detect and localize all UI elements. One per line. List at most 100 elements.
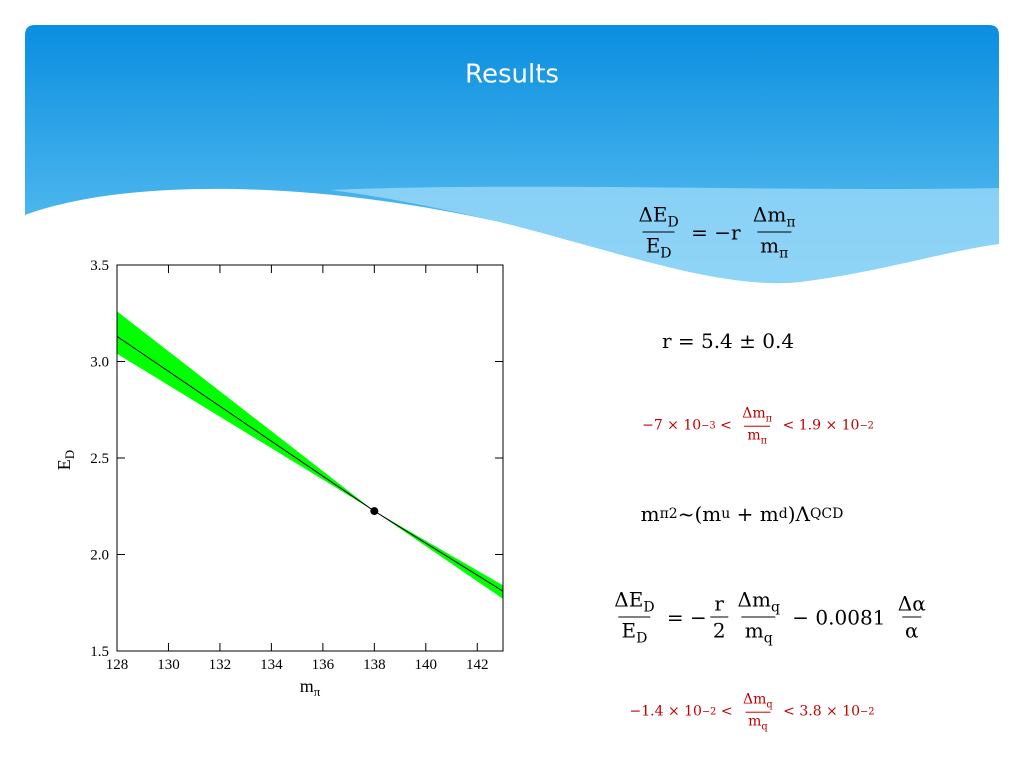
x-tick-label: 134 [260, 657, 283, 673]
x-tick-label: 136 [312, 657, 335, 673]
math-text: + m [730, 502, 779, 526]
math-sub: π [765, 413, 773, 425]
data-point [370, 507, 379, 516]
math-sub: π [760, 435, 768, 447]
math-text: E [621, 618, 637, 643]
denominator: ED [618, 616, 651, 647]
math-sup: −2 [701, 706, 717, 718]
math-sub: q [766, 699, 773, 711]
math-text: Δm [737, 587, 771, 612]
denominator: α [901, 616, 922, 643]
math-text: Δm [742, 405, 766, 422]
math-text: ΔE [614, 587, 644, 612]
math-text: E [645, 233, 661, 258]
math-sub: D [667, 214, 679, 231]
y-tick-label: 1.5 [90, 644, 109, 660]
math-text: r = 5.4 ± 0.4 [661, 329, 795, 353]
numerator: r [711, 592, 727, 617]
math-text: )Λ [787, 502, 810, 526]
equation: ΔED ED = − r 2 Δmq mq − 0.0081 Δα α [608, 588, 931, 647]
equation: ΔED ED = −r Δmπ mπ [632, 203, 801, 262]
equation: m π 2 ~(m u + m d)Λ QCD [641, 502, 844, 526]
math-text: r [714, 591, 724, 616]
math-text: Δm [752, 202, 787, 227]
math-text: ~(m [677, 502, 722, 526]
error-band [117, 311, 503, 599]
math-text: < [715, 418, 737, 434]
fraction: ΔED ED [611, 588, 657, 647]
x-tick-label: 138 [363, 657, 386, 673]
math-text: ΔE [638, 202, 668, 227]
math-sub: D [660, 245, 672, 262]
math-sub: π [779, 245, 789, 262]
denominator: mq [745, 711, 771, 733]
fraction: Δα α [895, 592, 929, 643]
y-tick-label: 3.0 [90, 355, 109, 371]
math-sub: q [763, 630, 773, 647]
math-sup: −2 [859, 420, 874, 432]
y-axis-label: ED [54, 450, 77, 470]
x-tick-label: 140 [415, 657, 438, 673]
x-axis-label: mπ [300, 676, 321, 699]
math-text: m [640, 502, 660, 526]
math-sub: q [761, 721, 768, 733]
fraction: Δmq mq [735, 588, 783, 647]
math-text: 2 [712, 618, 726, 643]
chart: 128 130 132 134 136 138 140 142 1.5 2.0 2.5 3.0 3.5 m… [54, 258, 504, 699]
math-text: α [904, 618, 919, 643]
math-text: −1.4 × 10 [629, 704, 702, 720]
math-text: m [747, 427, 761, 444]
header-ribbon [330, 186, 999, 284]
y-tick-label: 3.5 [90, 258, 109, 274]
denominator: mq [741, 616, 776, 647]
math-text: m [760, 233, 780, 258]
x-tick-label: 132 [209, 657, 232, 673]
fraction: Δmq mq [740, 692, 776, 733]
numerator: Δmπ [750, 203, 799, 232]
math-text: − 0.0081 [785, 605, 892, 629]
math-text: m [748, 713, 762, 730]
denominator: 2 [709, 616, 729, 643]
math-sup: −2 [860, 706, 875, 718]
fraction: Δmπ mπ [739, 406, 775, 447]
numerator: ΔED [635, 203, 681, 232]
plot-frame [116, 264, 504, 652]
equation: −7 × 10 −3 < Δmπ mπ < 1.9 × 10 −2 [642, 406, 874, 447]
numerator: Δmπ [739, 406, 775, 426]
math-text: < 1.9 × 10 [778, 418, 860, 434]
math-sub: d [778, 506, 788, 522]
equation: −1.4 × 10 −2 < Δmq mq < 3.8 × 10 −2 [629, 692, 874, 733]
math-sub: D [643, 599, 655, 616]
numerator: Δmq [735, 588, 783, 617]
equation: r = 5.4 ± 0.4 [662, 329, 794, 353]
math-sub: q [770, 599, 780, 616]
x-axis-label-sub: π [314, 684, 321, 699]
x-axis-label-base: m [300, 676, 314, 696]
math-sup: −3 [701, 420, 716, 432]
y-axis-label-base: E [54, 459, 74, 470]
denominator: mπ [744, 425, 771, 447]
math-text: m [744, 618, 764, 643]
slide-title: Results [465, 60, 559, 90]
math-text: < 3.8 × 10 [778, 704, 861, 720]
math-text: Δm [743, 691, 767, 708]
math-sub: π [659, 506, 669, 522]
math-sub: D [636, 630, 648, 647]
math-text: = −r [684, 220, 747, 244]
math-sub: π [786, 214, 796, 231]
numerator: Δα [895, 592, 929, 617]
x-tick-label: 142 [466, 657, 489, 673]
denominator: ED [642, 231, 675, 262]
y-axis-label-sub: D [62, 450, 77, 459]
math-text: = − [660, 605, 707, 629]
math-text: Δα [897, 591, 926, 616]
x-tick-label: 130 [157, 657, 180, 673]
fraction: Δmπ mπ [750, 203, 799, 262]
math-text: < [716, 704, 738, 720]
denominator: mπ [757, 231, 792, 262]
math-sub: QCD [809, 506, 844, 522]
x-tick-label: 128 [106, 657, 129, 673]
math-sup: 2 [668, 506, 678, 522]
